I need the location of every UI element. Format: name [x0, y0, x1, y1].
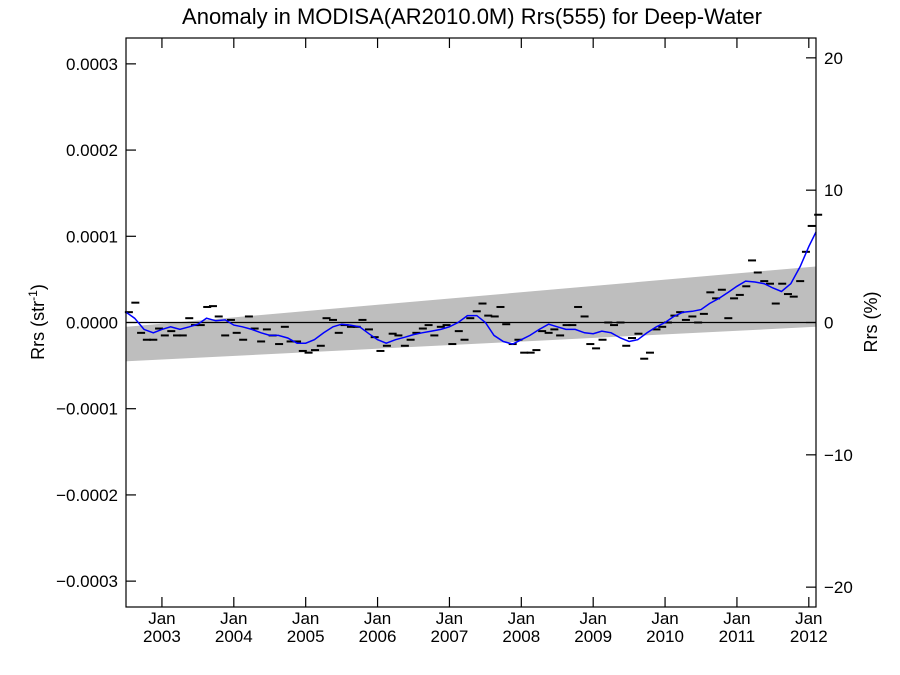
confidence-band-layer — [126, 266, 816, 362]
left-y-axis: −0.0003 −0.0002 −0.0001 0.0000 0.0001 0.0002 0… — [56, 55, 136, 591]
x-tick-year-label: 2011 — [719, 627, 756, 646]
x-tick-month-label: Jan — [651, 609, 678, 628]
right-y-tick-label: −20 — [824, 578, 853, 597]
left-y-tick-label: 0.0000 — [66, 314, 118, 333]
chart-title: Anomaly in MODISA(AR2010.0M) Rrs(555) fo… — [182, 4, 762, 29]
left-y-tick-label: −0.0003 — [56, 572, 118, 591]
right-y-tick-label: −10 — [824, 446, 853, 465]
x-tick-month-label: Jan — [436, 609, 463, 628]
x-tick-month-label: Jan — [148, 609, 175, 628]
right-y-tick-label: 0 — [824, 314, 833, 333]
left-y-tick-label: 0.0001 — [66, 227, 118, 246]
x-tick-year-label: 2003 — [143, 627, 181, 646]
confidence-band — [126, 266, 816, 362]
x-tick-year-label: 2009 — [574, 627, 612, 646]
left-y-tick-label: 0.0003 — [66, 55, 118, 74]
right-y-axis-label: Rrs (%) — [861, 292, 881, 353]
smoothed-series-layer — [125, 231, 817, 345]
x-tick-month-label: Jan — [795, 609, 822, 628]
left-y-tick-label: 0.0002 — [66, 141, 118, 160]
smoothed-series-line — [125, 231, 817, 345]
x-tick-year-label: 2010 — [646, 627, 684, 646]
x-tick-month-label: Jan — [579, 609, 606, 628]
right-y-axis: −20 −10 0 10 20 — [806, 49, 853, 597]
left-y-axis-label: Rrs (str-1) — [26, 284, 48, 360]
x-tick-year-label: 2012 — [790, 627, 828, 646]
x-axis: Jan2003Jan2004Jan2005Jan2006Jan2007Jan20… — [143, 38, 828, 646]
right-y-tick-label: 20 — [824, 49, 843, 68]
x-tick-year-label: 2008 — [502, 627, 540, 646]
x-tick-year-label: 2006 — [359, 627, 397, 646]
x-tick-month-label: Jan — [292, 609, 319, 628]
x-tick-year-label: 2005 — [287, 627, 325, 646]
x-tick-year-label: 2004 — [215, 627, 253, 646]
x-tick-month-label: Jan — [508, 609, 535, 628]
x-tick-month-label: Jan — [723, 609, 750, 628]
left-y-tick-label: −0.0001 — [56, 400, 118, 419]
right-y-tick-label: 10 — [824, 181, 843, 200]
left-y-tick-label: −0.0002 — [56, 486, 118, 505]
x-tick-month-label: Jan — [364, 609, 391, 628]
x-tick-month-label: Jan — [220, 609, 247, 628]
x-tick-year-label: 2007 — [431, 627, 469, 646]
